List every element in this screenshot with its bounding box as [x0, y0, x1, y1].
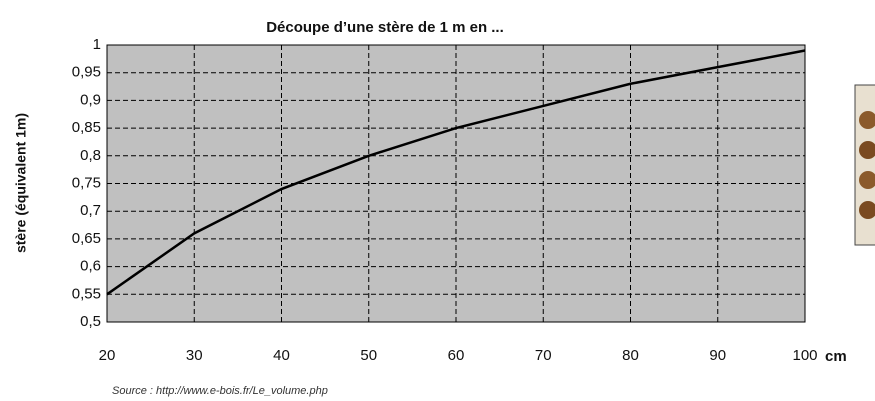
x-tick-label: 80 [622, 347, 639, 364]
y-tick-label: 0,55 [72, 285, 101, 302]
x-tick-label: 30 [186, 347, 203, 364]
x-tick-label: 50 [360, 347, 377, 364]
y-tick-label: 0,95 [72, 64, 101, 81]
y-tick-label: 0,85 [72, 119, 101, 136]
y-axis-label: stère (équivalent 1m) [13, 113, 29, 253]
y-tick-label: 0,65 [72, 230, 101, 247]
y-tick-label: 0,75 [72, 174, 101, 191]
y-tick-label: 0,9 [80, 91, 101, 108]
x-tick-label: 60 [448, 347, 465, 364]
x-tick-label: 100 [792, 347, 817, 364]
logs-image [855, 85, 875, 245]
y-tick-label: 0,6 [80, 258, 101, 275]
chart: Découpe d’une stère de 1 m en ... stère … [0, 0, 875, 401]
y-tick-label: 0,5 [80, 313, 101, 330]
page: {"chart_data": {"type": "line", "title":… [0, 0, 875, 401]
y-tick-label: 0,7 [80, 202, 101, 219]
x-tick-label: 40 [273, 347, 290, 364]
source: Source : http://www.e-bois.fr/Le_volume.… [112, 385, 328, 397]
x-tick-label: 90 [709, 347, 726, 364]
x-axis-label: cm [825, 348, 847, 365]
y-tick-label: 1 [93, 36, 101, 53]
chart-title: Découpe d’une stère de 1 m en ... [266, 19, 504, 36]
y-tick-label: 0,8 [80, 147, 101, 164]
x-tick-label: 20 [99, 347, 116, 364]
x-tick-label: 70 [535, 347, 552, 364]
